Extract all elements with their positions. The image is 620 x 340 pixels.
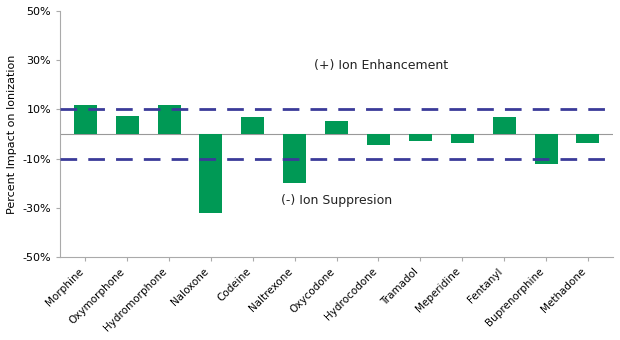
Bar [325, 121, 348, 134]
Bar [241, 117, 264, 134]
Bar [74, 104, 97, 134]
Bar [200, 134, 223, 213]
Bar [577, 134, 600, 143]
Bar [116, 116, 139, 134]
Bar [283, 134, 306, 183]
Text: (+) Ion Enhancement: (+) Ion Enhancement [314, 58, 448, 72]
Bar [534, 134, 557, 164]
Bar [367, 134, 390, 145]
Bar [157, 104, 180, 134]
Bar [409, 134, 432, 141]
Text: (-) Ion Suppresion: (-) Ion Suppresion [281, 194, 392, 207]
Bar [451, 134, 474, 143]
Y-axis label: Percent Impact on Ionization: Percent Impact on Ionization [7, 54, 17, 214]
Bar [493, 117, 516, 134]
